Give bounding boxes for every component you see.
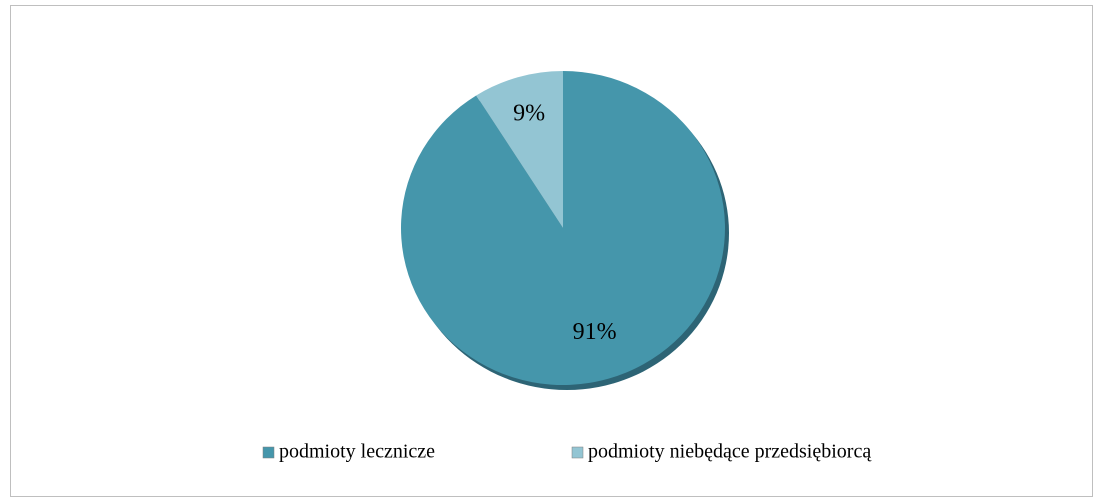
legend-label: podmioty lecznicze: [279, 441, 435, 463]
legend-label: podmioty niebędące przedsiębiorcą: [588, 441, 872, 463]
pie-slice: [476, 71, 563, 228]
legend-swatch: [571, 446, 584, 459]
data-label: 9%: [513, 100, 545, 126]
legend-swatch: [262, 446, 275, 459]
data-label: 91%: [573, 319, 617, 345]
